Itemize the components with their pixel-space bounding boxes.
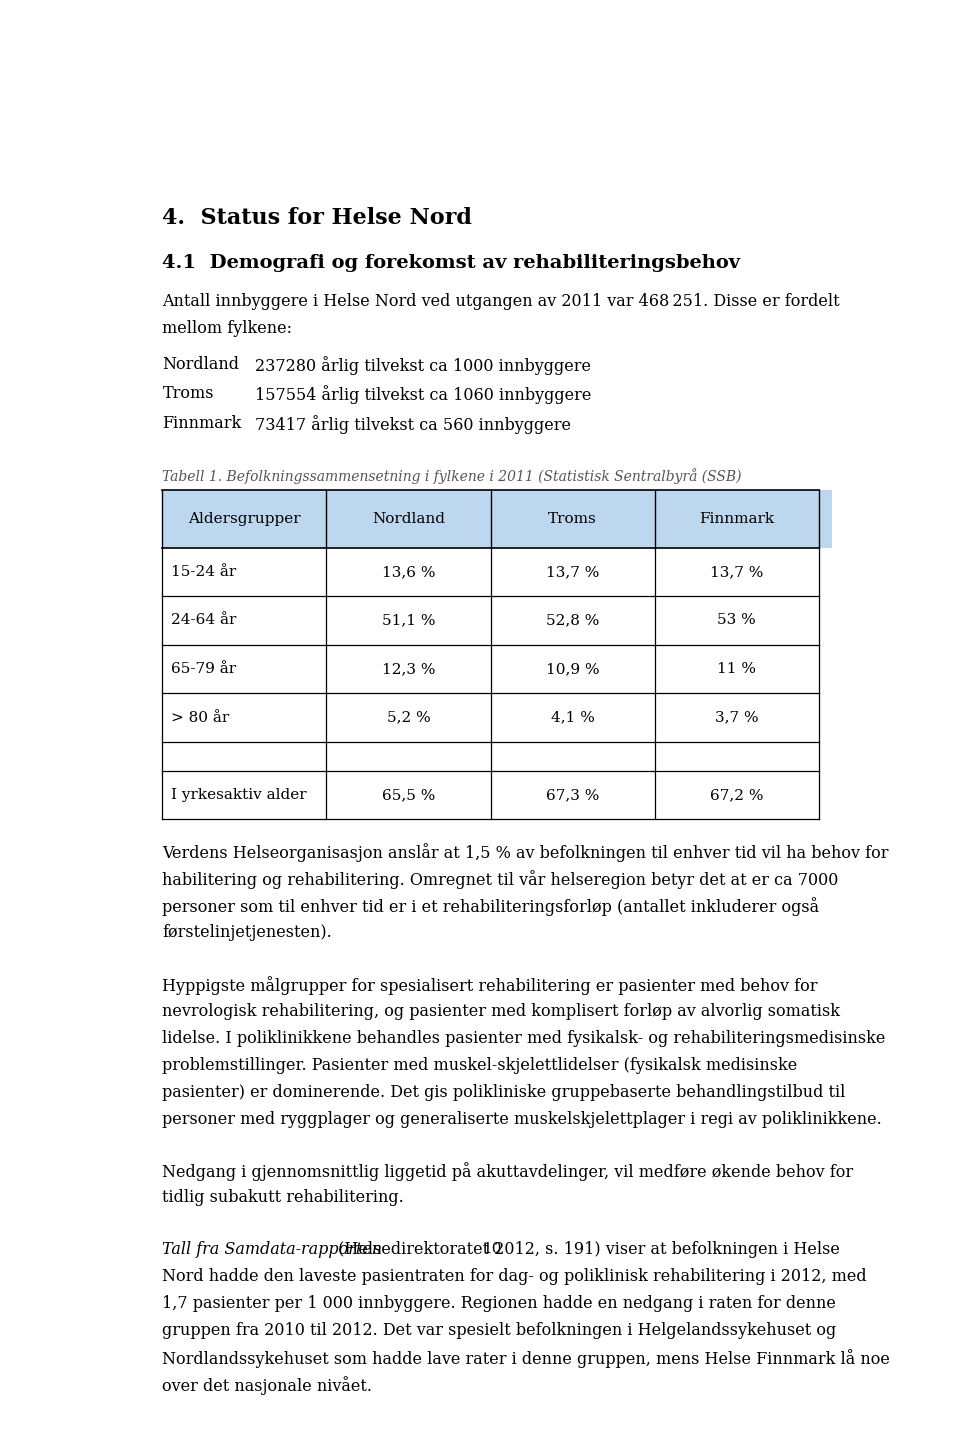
Text: gruppen fra 2010 til 2012. Det var spesielt befolkningen i Helgelandssykehuset o: gruppen fra 2010 til 2012. Det var spesi… — [162, 1321, 837, 1338]
Bar — [162, 645, 832, 694]
Text: 1,7 pasienter per 1 000 innbyggere. Regionen hadde en nedgang i raten for denne: 1,7 pasienter per 1 000 innbyggere. Regi… — [162, 1294, 836, 1311]
Bar — [162, 547, 832, 596]
Text: 65-79 år: 65-79 år — [171, 662, 236, 676]
Text: Nord hadde den laveste pasientraten for dag- og poliklinisk rehabilitering i 201: Nord hadde den laveste pasientraten for … — [162, 1268, 867, 1284]
Bar — [162, 596, 832, 645]
Text: 4,1 %: 4,1 % — [551, 711, 594, 725]
Text: 3,7 %: 3,7 % — [715, 711, 758, 725]
Text: lidelse. I poliklinikkene behandles pasienter med fysikalsk- og rehabiliteringsm: lidelse. I poliklinikkene behandles pasi… — [162, 1030, 886, 1048]
Text: 5,2 %: 5,2 % — [387, 711, 430, 725]
Text: nevrologisk rehabilitering, og pasienter med komplisert forløp av alvorlig somat: nevrologisk rehabilitering, og pasienter… — [162, 1003, 840, 1020]
Text: 13,7 %: 13,7 % — [546, 565, 599, 579]
Text: tidlig subakutt rehabilitering.: tidlig subakutt rehabilitering. — [162, 1189, 404, 1207]
Text: Verdens Helseorganisasjon anslår at 1,5 % av befolkningen til enhver tid vil ha : Verdens Helseorganisasjon anslår at 1,5 … — [162, 844, 889, 863]
Text: Nordlandssykehuset som hadde lave rater i denne gruppen, mens Helse Finnmark lå : Nordlandssykehuset som hadde lave rater … — [162, 1348, 890, 1367]
Text: 237280 årlig tilvekst ca 1000 innbyggere: 237280 årlig tilvekst ca 1000 innbyggere — [255, 357, 591, 375]
Text: I yrkesaktiv alder: I yrkesaktiv alder — [171, 788, 307, 802]
Bar — [162, 694, 832, 742]
Text: 67,3 %: 67,3 % — [546, 788, 599, 802]
Bar — [162, 490, 832, 547]
Text: problemstillinger. Pasienter med muskel-skjelettlidelser (fysikalsk medisinske: problemstillinger. Pasienter med muskel-… — [162, 1058, 798, 1073]
Bar — [162, 771, 832, 820]
Text: 12,3 %: 12,3 % — [382, 662, 435, 676]
Text: 65,5 %: 65,5 % — [382, 788, 435, 802]
Text: Tall fra Samdata-rapporten: Tall fra Samdata-rapporten — [162, 1241, 382, 1258]
Text: Aldersgrupper: Aldersgrupper — [188, 512, 300, 526]
Text: 13,7 %: 13,7 % — [709, 565, 763, 579]
Text: 4.1  Demografi og forekomst av rehabiliteringsbehov: 4.1 Demografi og forekomst av rehabilite… — [162, 254, 740, 272]
Text: førstelinjetjenesten).: førstelinjetjenesten). — [162, 924, 332, 941]
Text: > 80 år: > 80 år — [171, 711, 229, 725]
Text: Troms: Troms — [162, 385, 214, 403]
Text: Finnmark: Finnmark — [162, 414, 242, 431]
Text: Tabell 1. Befolkningssammensetning i fylkene i 2011 (Statistisk Sentralbyrå (SSB: Tabell 1. Befolkningssammensetning i fyl… — [162, 469, 742, 484]
Text: 51,1 %: 51,1 % — [382, 613, 435, 628]
Text: Hyppigste målgrupper for spesialisert rehabilitering er pasienter med behov for: Hyppigste målgrupper for spesialisert re… — [162, 976, 818, 995]
Text: over det nasjonale nivået.: over det nasjonale nivået. — [162, 1376, 372, 1394]
Text: habilitering og rehabilitering. Omregnet til vår helseregion betyr det at er ca : habilitering og rehabilitering. Omregnet… — [162, 870, 839, 890]
Text: Nedgang i gjennomsnittlig liggetid på akuttavdelinger, vil medføre økende behov : Nedgang i gjennomsnittlig liggetid på ak… — [162, 1162, 853, 1181]
Text: Antall innbyggere i Helse Nord ved utgangen av 2011 var 468 251. Disse er fordel: Antall innbyggere i Helse Nord ved utgan… — [162, 294, 840, 311]
Text: 13,6 %: 13,6 % — [382, 565, 435, 579]
Text: (Helsedirektoratet 2012, s. 191) viser at befolkningen i Helse: (Helsedirektoratet 2012, s. 191) viser a… — [333, 1241, 840, 1258]
Text: personer som til enhver tid er i et rehabiliteringsforløp (antallet inkluderer o: personer som til enhver tid er i et reha… — [162, 897, 820, 916]
Text: 52,8 %: 52,8 % — [546, 613, 599, 628]
Text: 11 %: 11 % — [717, 662, 756, 676]
Text: Troms: Troms — [548, 512, 597, 526]
Text: Nordland: Nordland — [162, 357, 239, 373]
Text: 4.  Status for Helse Nord: 4. Status for Helse Nord — [162, 208, 472, 229]
Text: Nordland: Nordland — [372, 512, 445, 526]
Text: 10,9 %: 10,9 % — [545, 662, 599, 676]
Text: personer med ryggplager og generaliserte muskelskjelettplager i regi av poliklin: personer med ryggplager og generaliserte… — [162, 1111, 882, 1128]
Text: Finnmark: Finnmark — [699, 512, 774, 526]
Text: 15-24 år: 15-24 år — [171, 565, 236, 579]
Text: 24-64 år: 24-64 år — [171, 613, 237, 628]
Text: pasienter) er dominerende. Det gis polikliniske gruppebaserte behandlingstilbud : pasienter) er dominerende. Det gis polik… — [162, 1083, 846, 1101]
Bar — [162, 742, 832, 771]
Text: 73417 årlig tilvekst ca 560 innbyggere: 73417 årlig tilvekst ca 560 innbyggere — [255, 414, 571, 434]
Text: 53 %: 53 % — [717, 613, 756, 628]
Text: 67,2 %: 67,2 % — [709, 788, 763, 802]
Text: 157554 årlig tilvekst ca 1060 innbyggere: 157554 årlig tilvekst ca 1060 innbyggere — [255, 385, 591, 404]
Text: 10: 10 — [482, 1241, 502, 1255]
Text: mellom fylkene:: mellom fylkene: — [162, 321, 293, 337]
